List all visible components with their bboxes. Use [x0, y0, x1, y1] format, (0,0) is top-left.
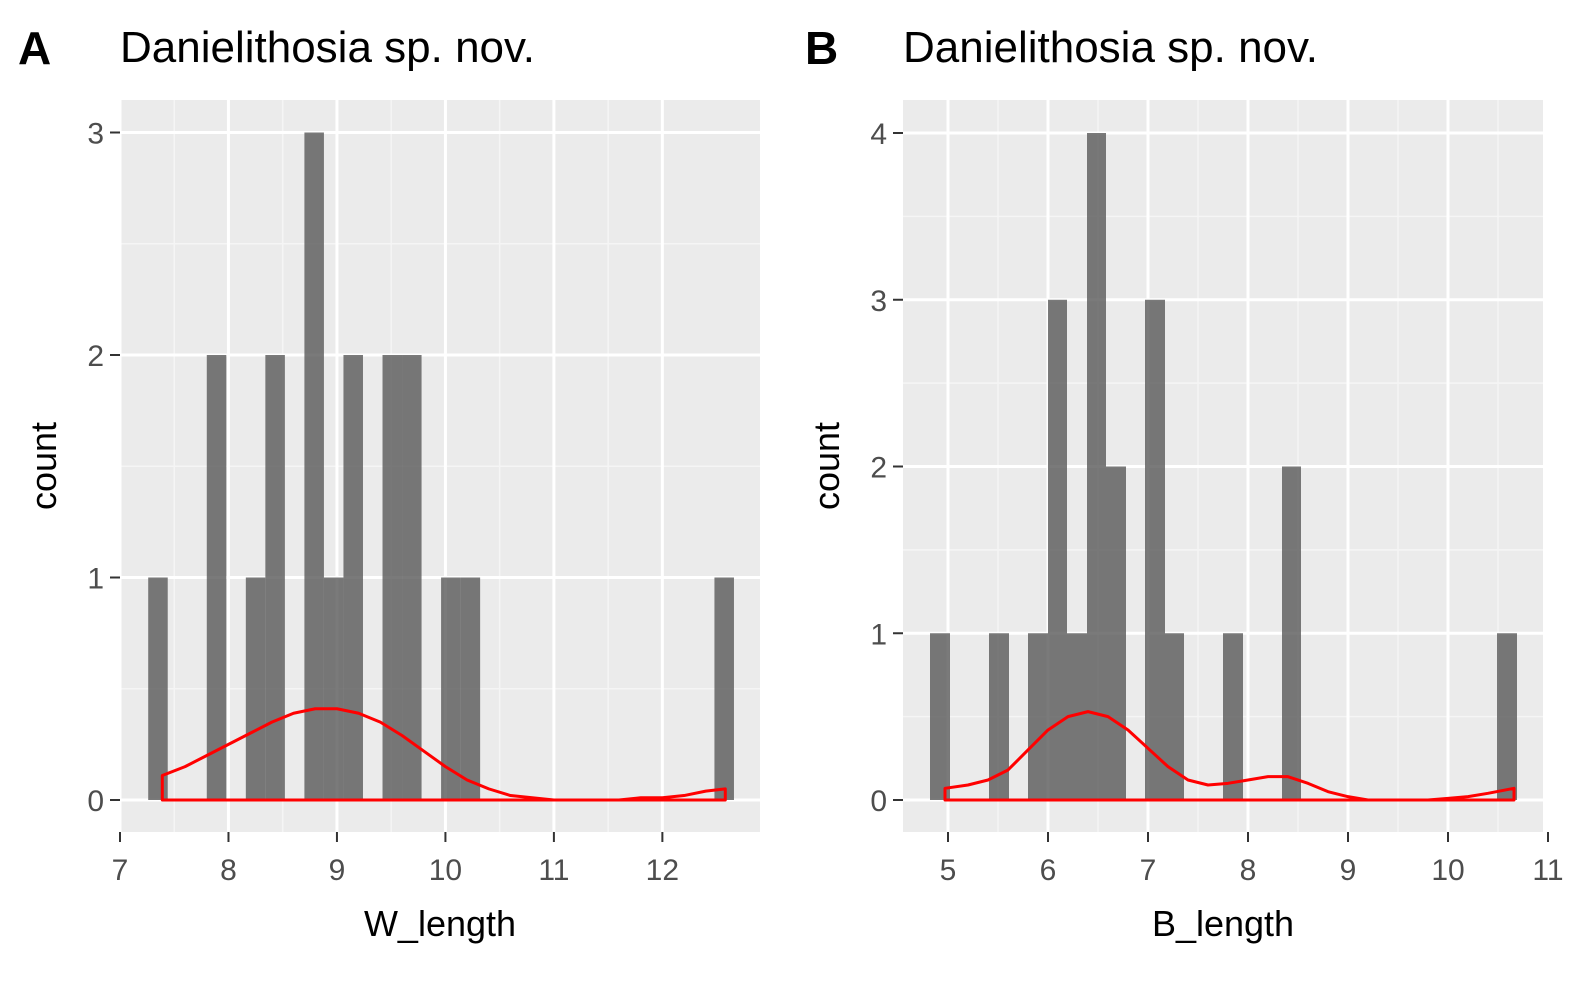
- y-tick-label: 4: [870, 118, 887, 151]
- y-tick-label: 1: [870, 618, 887, 651]
- x-tick-label: 7: [1140, 854, 1157, 887]
- histogram-bar: [1087, 133, 1106, 800]
- y-tick-label: 3: [87, 118, 104, 151]
- histogram-bar: [1067, 633, 1087, 800]
- x-tick-label: 9: [329, 854, 346, 887]
- histogram-bar: [265, 355, 285, 800]
- histogram-bar: [245, 577, 266, 800]
- y-axis-label: count: [23, 422, 64, 510]
- x-tick-label: 8: [1240, 854, 1257, 887]
- density-curve: [943, 710, 1516, 802]
- y-tick-label: 0: [870, 785, 887, 818]
- y-axis-label: count: [806, 422, 847, 510]
- x-tick-label: 5: [940, 854, 957, 887]
- histogram-panel-a: A Danielithosia sp. nov. 7 8 9 10 11 12 0 1 2 3 W_le…: [0, 0, 790, 984]
- histogram-bar: [460, 577, 481, 800]
- histogram-panel-b: B Danielithosia sp. nov. 5 6 7 8 9 10 11 0 1 2 3 4 B_l…: [790, 0, 1593, 984]
- y-tick-label: 2: [870, 452, 887, 485]
- histogram-bar: [1282, 466, 1301, 800]
- panel-tag-b: B: [805, 22, 838, 74]
- histogram-bar: [206, 355, 227, 800]
- histogram-bar: [1028, 633, 1048, 800]
- y-tick-label: 0: [87, 785, 104, 818]
- x-tick-label: 11: [538, 854, 569, 887]
- y-tick-label: 2: [87, 340, 104, 373]
- x-tick-label: 12: [646, 854, 679, 887]
- x-tick-label: 8: [220, 854, 237, 887]
- histogram-bar: [323, 577, 344, 800]
- histogram-bar: [1165, 633, 1184, 800]
- chart-b-svg: B Danielithosia sp. nov. 5 6 7 8 9 10 11 0 1 2 3 4 B_l…: [805, 22, 1564, 944]
- x-tick-label: 9: [1340, 854, 1357, 887]
- histogram-bar: [343, 355, 363, 800]
- x-tick-label: 6: [1040, 854, 1057, 887]
- x-axis-label: W_length: [364, 903, 516, 944]
- histogram-bar: [930, 633, 950, 800]
- x-tick-label: 10: [1431, 854, 1464, 887]
- histogram-bar: [1223, 633, 1243, 800]
- histogram-bar: [1048, 299, 1067, 800]
- x-tick-label: 10: [429, 854, 462, 887]
- histogram-bar: [382, 355, 403, 800]
- histogram-bar: [441, 577, 461, 800]
- histogram-bar: [989, 633, 1009, 800]
- y-tick-label: 1: [87, 563, 104, 596]
- histogram-bar: [1106, 466, 1126, 800]
- chart-title-a: Danielithosia sp. nov.: [120, 23, 535, 72]
- x-axis-label: B_length: [1152, 903, 1294, 944]
- x-tick-label: 11: [1532, 854, 1563, 887]
- histogram-bar: [402, 355, 422, 800]
- y-tick-label: 3: [870, 285, 887, 318]
- panel-tag-a: A: [18, 22, 51, 74]
- histogram-bar: [714, 577, 734, 800]
- x-tick-label: 7: [112, 854, 129, 887]
- histogram-bar: [148, 577, 168, 800]
- histogram-bar: [1497, 633, 1517, 800]
- density-curve: [160, 707, 727, 802]
- chart-a-svg: A Danielithosia sp. nov.7 8 9 10 11 120123W_le…: [18, 22, 760, 944]
- histogram-bar: [304, 132, 324, 800]
- chart-title-b: Danielithosia sp. nov.: [903, 23, 1318, 72]
- histogram-bar: [1145, 299, 1165, 800]
